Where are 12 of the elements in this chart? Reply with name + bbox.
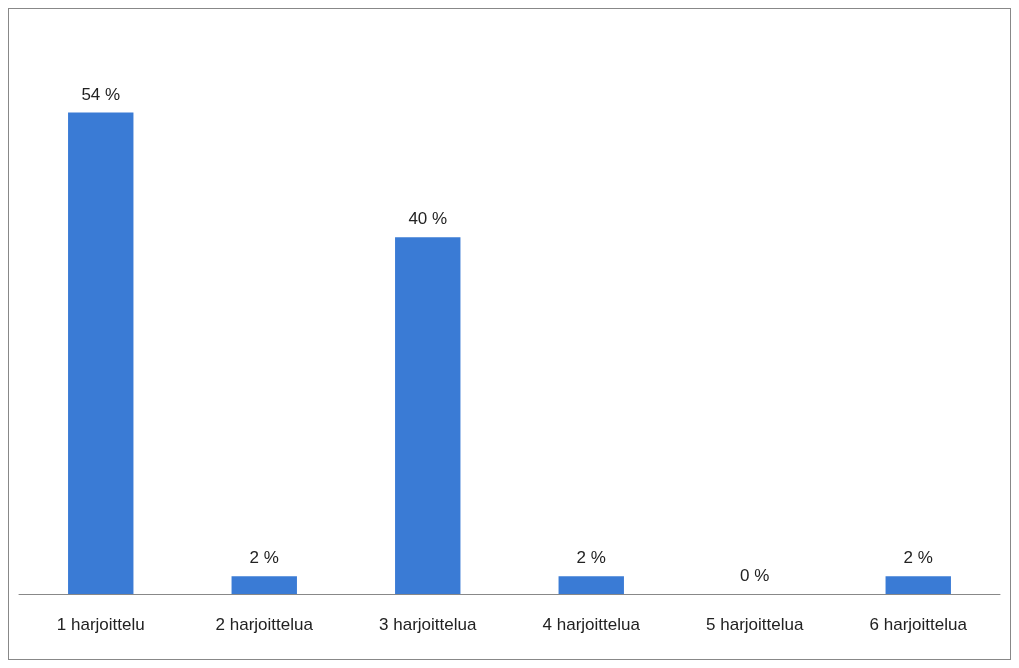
data-label: 2 %: [576, 548, 606, 568]
x-tick-label: 5 harjoittelua: [706, 615, 804, 634]
data-label: 54 %: [81, 84, 121, 104]
x-tick-label: 3 harjoittelua: [379, 615, 477, 634]
x-tick-label: 2 harjoittelua: [215, 615, 314, 634]
x-tick-label: 1 harjoittelu: [56, 615, 145, 634]
x-tick-label: 4 harjoittelua: [542, 615, 641, 634]
data-label: 2 %: [903, 548, 933, 568]
x-tick-label: 6 harjoittelua: [869, 615, 968, 634]
data-label: 0 %: [740, 566, 770, 585]
data-label: 2 %: [249, 548, 279, 568]
data-label: 40 %: [408, 209, 448, 229]
